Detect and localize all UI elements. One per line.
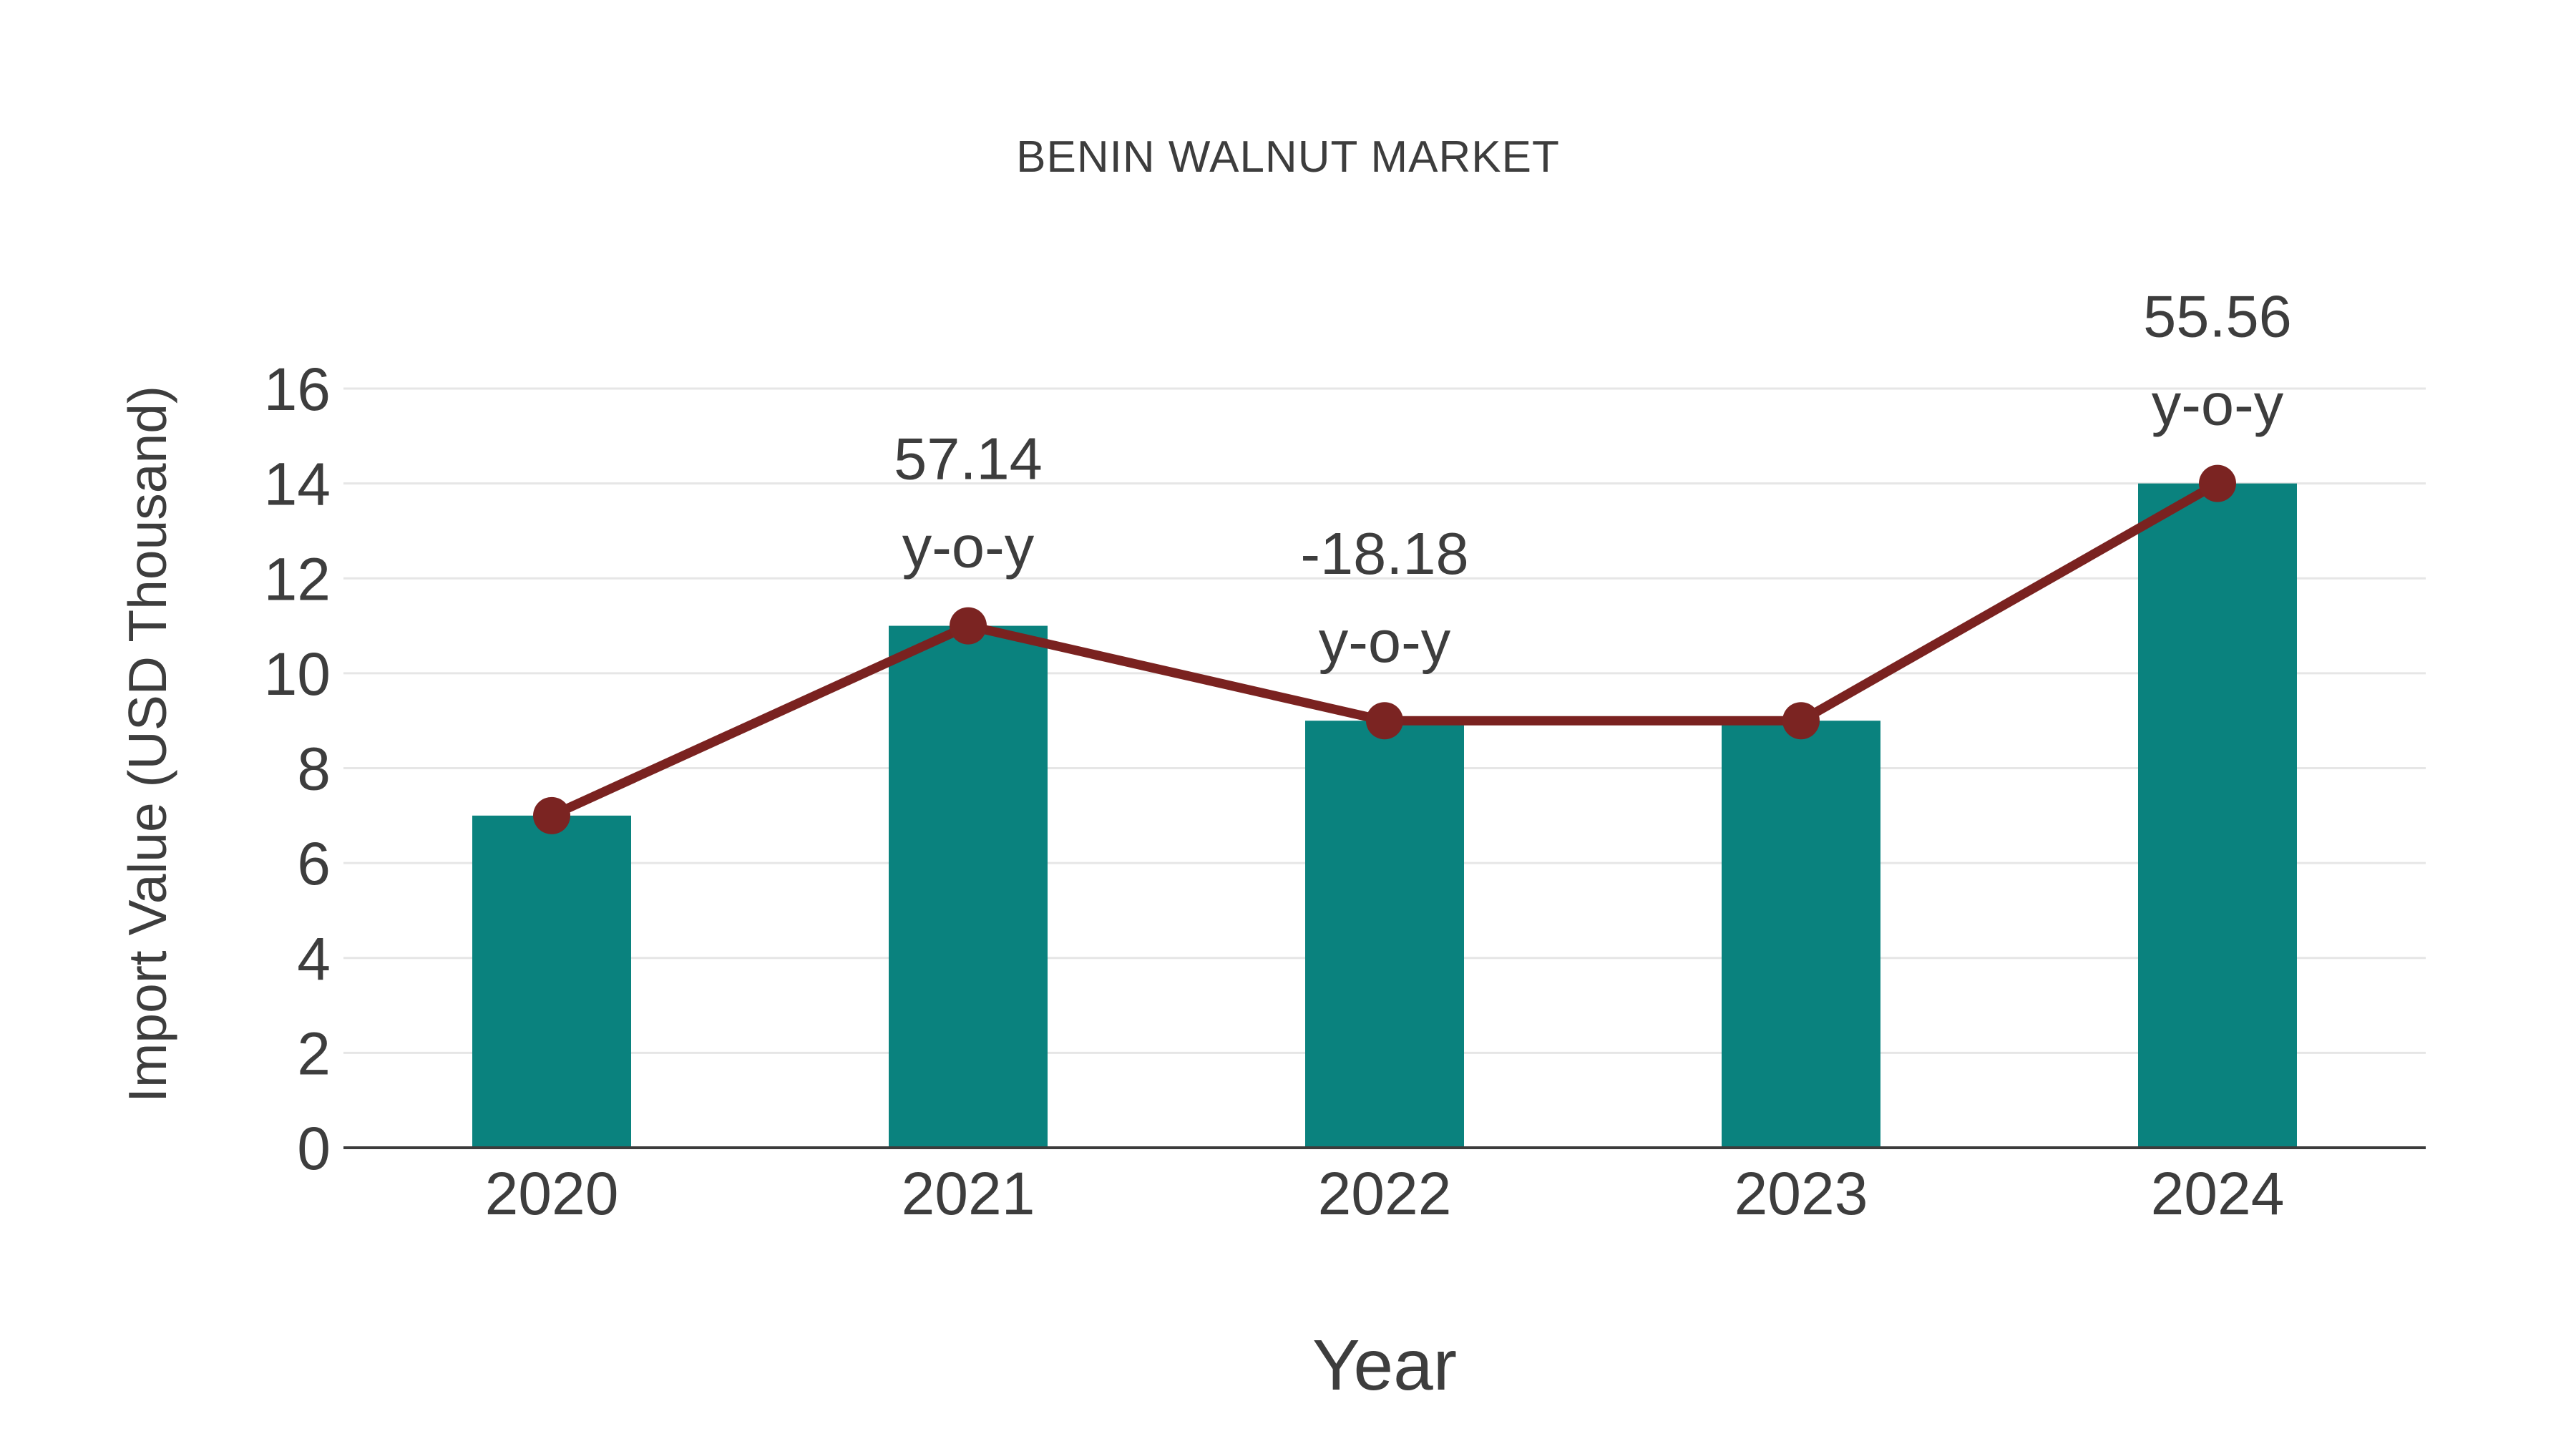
bar-2022 [1305, 721, 1464, 1148]
y-tick-labels: 0 2 4 6 8 10 12 14 16 [264, 356, 331, 1182]
data-points [533, 464, 2236, 834]
bar-2024 [2138, 483, 2297, 1148]
y-tick-label-4: 4 [297, 925, 331, 992]
annotation-value-2024: 55.56 [2143, 283, 2292, 350]
bars [472, 483, 2297, 1148]
data-point-2022 [1366, 702, 1403, 740]
data-point-2024 [2199, 464, 2236, 502]
y-tick-label-2: 2 [297, 1020, 331, 1087]
annotation-suffix-2021: y-o-y [902, 514, 1035, 580]
x-axis-title: Year [1312, 1325, 1457, 1405]
x-tick-label-2020: 2020 [485, 1160, 619, 1227]
x-tick-labels: 2020 2021 2022 2023 2024 [485, 1160, 2285, 1227]
y-axis-title: Import Value (USD Thousand) [117, 386, 177, 1103]
x-tick-label-2024: 2024 [2151, 1160, 2285, 1227]
data-point-2021 [950, 607, 987, 645]
y-tick-label-8: 8 [297, 736, 331, 803]
y-tick-label-0: 0 [297, 1115, 331, 1182]
annotation-suffix-2024: y-o-y [2152, 371, 2284, 438]
bar-2020 [472, 815, 631, 1148]
x-tick-label-2023: 2023 [1735, 1160, 1868, 1227]
annotation-value-2021: 57.14 [894, 426, 1043, 492]
annotation-suffix-2022: y-o-y [1319, 608, 1451, 675]
y-tick-label-6: 6 [297, 830, 331, 897]
y-tick-label-14: 14 [264, 451, 331, 518]
y-tick-label-12: 12 [264, 545, 331, 613]
data-point-2020 [533, 796, 570, 834]
bar-2021 [889, 625, 1048, 1148]
data-point-2023 [1782, 702, 1820, 740]
bar-2023 [1722, 721, 1880, 1148]
annotations: 57.14 y-o-y -18.18 y-o-y 55.56 y-o-y [894, 283, 2292, 675]
annotation-value-2022: -18.18 [1300, 520, 1468, 587]
x-tick-label-2021: 2021 [902, 1160, 1035, 1227]
chart-title: BENIN WALNUT MARKET [1016, 132, 1560, 182]
y-tick-label-10: 10 [264, 640, 331, 708]
x-tick-label-2022: 2022 [1318, 1160, 1452, 1227]
y-tick-label-16: 16 [264, 356, 331, 423]
